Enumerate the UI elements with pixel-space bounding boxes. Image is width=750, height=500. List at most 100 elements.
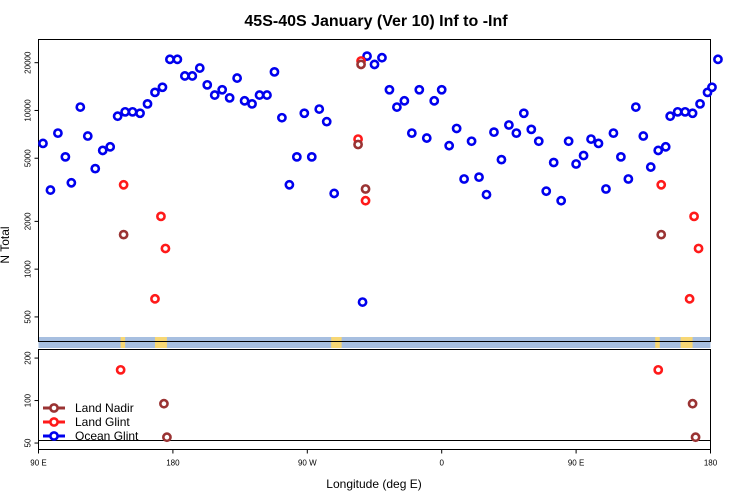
land-mask-stripe	[38, 337, 711, 348]
ocean-glint-point	[209, 90, 220, 100]
ocean-glint-point	[82, 131, 93, 141]
ocean-glint-point	[277, 112, 287, 123]
ocean-glint-point	[672, 106, 683, 117]
land-nadir-point	[356, 59, 366, 70]
land-nadir-point	[162, 432, 172, 443]
ocean-glint-point	[45, 185, 56, 195]
ocean-glint-point	[459, 174, 469, 184]
land-glint-point	[150, 293, 160, 304]
x-tick-label: 90 W	[298, 459, 317, 468]
ocean-glint-point	[217, 84, 228, 95]
ocean-glint-point	[503, 120, 514, 130]
ocean-glint-point	[451, 123, 462, 134]
ocean-glint-point	[165, 54, 175, 65]
ocean-glint-point	[571, 159, 581, 169]
land-nadir-point	[360, 184, 371, 194]
ocean-glint-point	[660, 141, 671, 152]
land-glint-point	[656, 179, 667, 190]
ocean-glint-point	[254, 90, 265, 100]
ocean-glint-point	[526, 124, 537, 135]
ocean-glint-point	[421, 133, 432, 143]
land-glint-point	[689, 211, 699, 222]
x-axis-label: Longitude (deg E)	[326, 477, 421, 491]
land-segment	[655, 337, 660, 348]
ocean-glint-point	[284, 179, 295, 190]
land-glint-point	[360, 195, 371, 206]
ocean-glint-point	[262, 90, 272, 100]
land-glint-point	[684, 293, 695, 304]
ocean-glint-point	[269, 66, 280, 77]
ocean-glint-point	[202, 79, 213, 90]
y-upper-tick-label: 500	[24, 310, 33, 324]
ocean-glint-point	[630, 102, 641, 112]
legend-marker-land-glint	[49, 417, 59, 427]
ocean-glint-point	[533, 136, 544, 147]
land-glint-point	[160, 243, 171, 254]
ocean-glint-point	[194, 63, 205, 73]
y-upper-tick-label: 2000	[24, 212, 33, 230]
ocean-glint-point	[653, 145, 664, 156]
y-upper-tick-label: 10000	[24, 99, 33, 122]
land-nadir-point	[656, 229, 667, 240]
legend-label-land-nadir: Land Nadir	[75, 401, 134, 415]
ocean-glint-point	[563, 136, 574, 147]
ocean-glint-point	[695, 98, 705, 109]
ocean-glint-point	[127, 106, 138, 117]
ocean-glint-point	[105, 141, 116, 152]
ocean-glint-point	[687, 108, 698, 119]
ocean-glint-point	[314, 104, 325, 114]
ocean-glint-point	[713, 54, 723, 65]
y-lower-tick-label: 50	[24, 438, 33, 447]
ocean-glint-point	[239, 95, 250, 106]
ocean-glint-point	[593, 138, 604, 149]
ocean-glint-point	[511, 128, 522, 138]
ocean-glint-point	[645, 162, 656, 172]
land-segment	[154, 337, 167, 348]
ocean-glint-point	[97, 145, 108, 156]
ocean-glint-point	[377, 52, 387, 63]
ocean-glint-point	[321, 116, 332, 127]
ocean-glint-point	[369, 59, 380, 70]
ocean-glint-point	[179, 71, 190, 81]
ocean-glint-point	[224, 92, 235, 103]
ocean-glint-point	[112, 111, 123, 122]
ocean-glint-point	[187, 71, 198, 81]
ocean-glint-point	[66, 177, 77, 188]
ocean-glint-point	[474, 172, 484, 183]
land-glint-point	[156, 211, 166, 222]
y-axis-upper: 500 1000 2000 5000 10000 20000	[24, 51, 39, 324]
ocean-glint-point	[157, 82, 168, 93]
x-axis: 90 E 180 90 W 0 90 E 180	[30, 449, 718, 468]
ocean-glint-point	[406, 128, 417, 138]
ocean-glint-point	[578, 150, 589, 161]
y-axis-lower: 50 100 200	[24, 351, 39, 447]
ocean-glint-point	[707, 82, 717, 93]
ocean-glint-point	[172, 54, 183, 65]
ocean-glint-point	[436, 84, 447, 95]
legend-marker-land-nadir	[49, 403, 59, 413]
ocean-glint-point	[665, 111, 676, 122]
upper-panel-frame	[38, 39, 711, 342]
y-upper-tick-label: 20000	[24, 51, 33, 74]
ocean-glint-point	[247, 98, 257, 109]
x-tick-label: 90 E	[568, 459, 584, 468]
x-tick-label: 90 E	[30, 459, 46, 468]
ocean-glint-point	[548, 157, 559, 168]
ocean-glint-point	[616, 151, 626, 162]
ocean-glint-point	[481, 189, 492, 200]
ocean-glint-point	[399, 95, 410, 106]
ocean-glint-point	[391, 102, 402, 112]
ocean-glint-point	[306, 151, 317, 162]
land-nadir-point	[118, 229, 129, 240]
land-glint-point	[653, 364, 664, 375]
land-glint-point	[115, 364, 126, 375]
ocean-glint-point	[541, 186, 552, 197]
y-upper-tick-label: 1000	[24, 260, 33, 278]
chart-title: 45S-40S January (Ver 10) Inf to -Inf	[244, 13, 508, 30]
land-mask	[38, 337, 711, 348]
ocean-glint-point	[384, 84, 395, 95]
ocean-glint-point	[556, 195, 567, 206]
ocean-glint-point	[414, 84, 425, 95]
x-tick-label: 180	[166, 459, 180, 468]
